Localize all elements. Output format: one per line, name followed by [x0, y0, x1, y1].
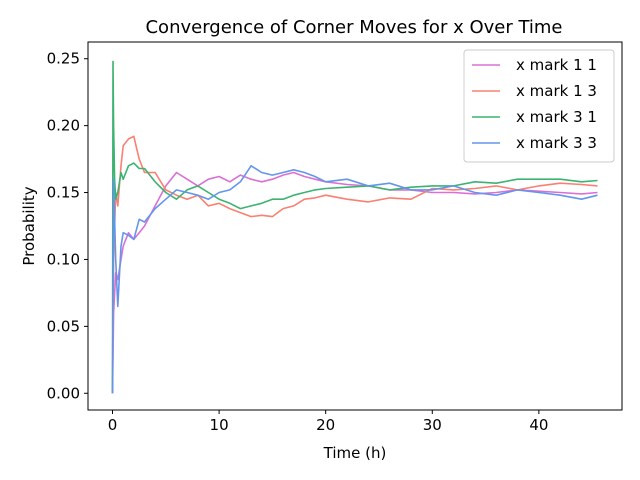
series-layer [111, 60, 598, 394]
legend-label-2: x mark 1 3 [516, 82, 597, 100]
series-line-1 [111, 171, 598, 394]
series-line-4 [111, 165, 598, 394]
x-tick-label: 10 [210, 416, 229, 434]
y-tick-label: 0.00 [47, 384, 80, 402]
x-tick-label: 0 [108, 416, 118, 434]
x-tick-label: 30 [423, 416, 442, 434]
legend-label-4: x mark 3 3 [516, 134, 597, 152]
y-axis: 0.00 0.05 0.10 0.15 0.20 0.25 [47, 50, 88, 402]
x-axis-label: Time (h) [323, 444, 387, 462]
series-line-3 [111, 60, 598, 394]
y-tick-label: 0.15 [47, 184, 80, 202]
legend-label-1: x mark 1 1 [516, 56, 597, 74]
x-tick-label: 40 [529, 416, 548, 434]
chart-title: Convergence of Corner Moves for x Over T… [145, 17, 562, 38]
y-tick-label: 0.25 [47, 50, 80, 68]
legend-box [463, 49, 615, 163]
y-tick-label: 0.20 [47, 117, 80, 135]
y-tick-label: 0.10 [47, 250, 80, 268]
x-tick-label: 20 [316, 416, 335, 434]
plot-frame [87, 41, 623, 411]
y-axis-label: Probability [20, 186, 38, 265]
legend-label-3: x mark 3 1 [516, 108, 597, 126]
legend: x mark 1 1 x mark 1 3 x mark 3 1 x mark 3 3 [463, 49, 615, 163]
y-tick-label: 0.05 [47, 317, 80, 335]
x-axis: 0 10 20 30 40 [108, 410, 548, 434]
